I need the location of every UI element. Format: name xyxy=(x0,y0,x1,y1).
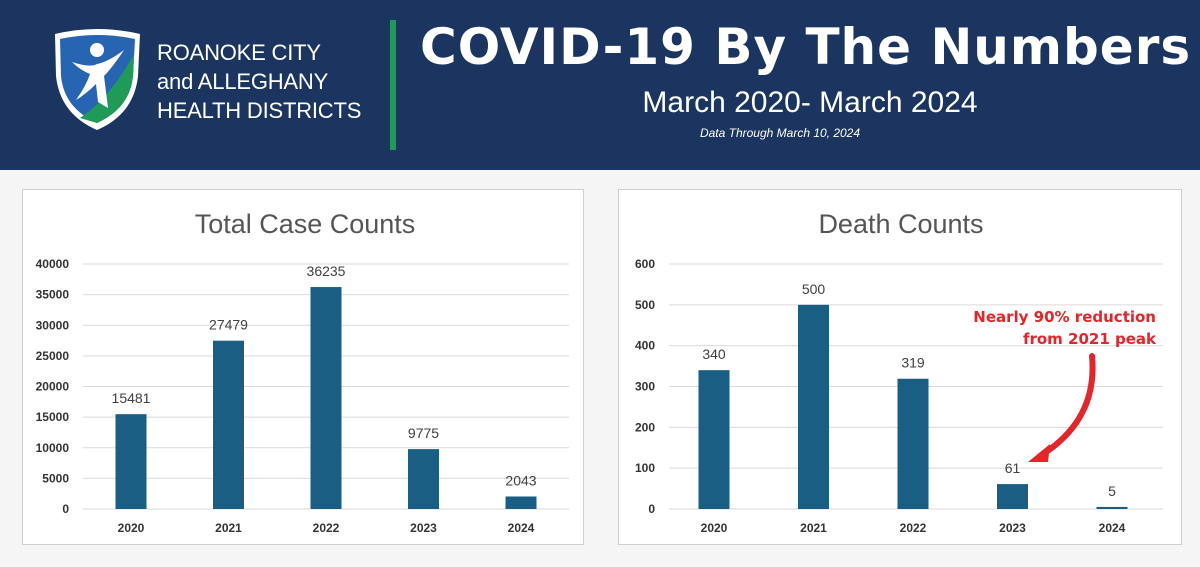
data-label: 15481 xyxy=(112,390,151,406)
y-tick-label: 0 xyxy=(648,502,655,516)
death-counts-panel: Death Counts 0 100 200 300 400 500 600 340 2020 50… xyxy=(618,189,1182,545)
org-name-line-3: HEALTH DISTRICTS xyxy=(157,98,362,123)
x-tick-label: 2023 xyxy=(410,521,437,535)
y-tick-label: 25000 xyxy=(36,349,70,363)
organization-name: ROANOKE CITY and ALLEGHANY HEALTH DISTRI… xyxy=(157,38,361,125)
y-tick-label: 400 xyxy=(635,339,655,353)
org-name-line-1: ROANOKE CITY xyxy=(157,40,321,65)
data-label: 319 xyxy=(901,355,925,371)
annotation-line-2: from 2021 peak xyxy=(1022,330,1156,348)
bar xyxy=(997,484,1028,509)
x-tick-label: 2021 xyxy=(215,521,242,535)
x-tick-label: 2024 xyxy=(508,521,535,535)
bar xyxy=(505,496,537,509)
x-tick-label: 2023 xyxy=(999,521,1026,535)
data-label: 61 xyxy=(1005,460,1021,476)
bar xyxy=(897,378,929,509)
data-label: 27479 xyxy=(209,317,248,333)
y-tick-label: 20000 xyxy=(36,380,70,394)
page-title: COVID-19 By The Numbers xyxy=(420,18,1192,76)
y-tick-label: 100 xyxy=(635,461,655,475)
bar xyxy=(115,414,147,509)
bar xyxy=(798,304,829,509)
data-label: 9775 xyxy=(408,425,439,441)
bar xyxy=(1096,506,1128,509)
death-counts-chart: Death Counts 0 100 200 300 400 500 600 340 2020 50… xyxy=(635,209,1163,535)
bar xyxy=(213,340,244,509)
reduction-annotation: Nearly 90% reduction from 2021 peak xyxy=(960,306,1156,350)
data-label: 340 xyxy=(702,346,726,362)
x-tick-label: 2024 xyxy=(1099,521,1126,535)
curved-arrow-icon xyxy=(1028,353,1096,462)
total-case-counts-panel: Total Case Counts 0 5000 10000 15000 20000 250… xyxy=(22,189,584,545)
header-divider xyxy=(390,20,396,150)
bar xyxy=(310,287,342,509)
data-label: 500 xyxy=(802,281,826,297)
data-label: 36235 xyxy=(307,263,346,279)
bar xyxy=(408,449,439,509)
x-tick-label: 2020 xyxy=(701,521,728,535)
y-tick-label: 200 xyxy=(635,420,655,434)
annotation-line-1: Nearly 90% reduction xyxy=(973,308,1156,326)
y-tick-label: 0 xyxy=(62,502,69,516)
data-label: 2043 xyxy=(505,472,536,488)
page-subtitle: March 2020- March 2024 xyxy=(642,86,978,119)
y-tick-label: 40000 xyxy=(36,257,70,271)
chart-title: Total Case Counts xyxy=(195,209,416,239)
y-tick-label: 30000 xyxy=(36,318,70,332)
org-name-line-2: and ALLEGHANY xyxy=(157,69,329,94)
data-label: 5 xyxy=(1108,483,1116,499)
x-tick-label: 2022 xyxy=(313,521,340,535)
chart-title: Death Counts xyxy=(818,209,983,239)
y-tick-label: 300 xyxy=(635,380,655,394)
y-tick-label: 15000 xyxy=(36,410,70,424)
header-banner: ROANOKE CITY and ALLEGHANY HEALTH DISTRI… xyxy=(0,0,1200,170)
x-tick-label: 2020 xyxy=(118,521,145,535)
total-case-counts-chart: Total Case Counts 0 5000 10000 15000 20000 250… xyxy=(36,209,569,535)
x-tick-label: 2021 xyxy=(800,521,827,535)
data-through-note: Data Through March 10, 2024 xyxy=(699,126,861,140)
x-tick-label: 2022 xyxy=(900,521,927,535)
y-tick-label: 35000 xyxy=(36,288,70,302)
y-tick-label: 500 xyxy=(635,298,655,312)
health-district-logo xyxy=(55,29,140,130)
y-tick-label: 10000 xyxy=(36,441,70,455)
y-tick-label: 5000 xyxy=(42,471,69,485)
bar xyxy=(698,370,730,509)
y-tick-label: 600 xyxy=(635,257,655,271)
